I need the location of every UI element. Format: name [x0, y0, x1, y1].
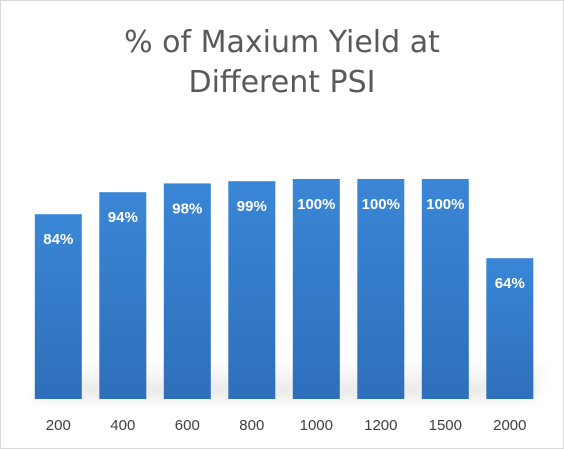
bar-1500: [421, 179, 469, 399]
data-label-800: 99%: [237, 198, 267, 215]
bars-group: [34, 179, 534, 399]
data-label-400: 94%: [108, 209, 138, 226]
x-tick-label-1200: 1200: [364, 417, 397, 434]
x-axis-ticks: 200 400 600 800 1000 1200 1500 2000: [46, 417, 527, 434]
data-labels-group: 84% 94% 98% 99% 100% 100% 100% 64%: [43, 196, 525, 292]
data-label-1500: 100%: [426, 196, 464, 213]
chart-title: % of Maxium Yield at Different PSI: [124, 25, 440, 100]
data-label-1200: 100%: [362, 196, 400, 213]
bar-1200: [357, 179, 405, 399]
x-tick-label-600: 600: [175, 417, 200, 434]
bar-200: [34, 214, 82, 399]
bar-600: [163, 183, 211, 399]
bar-2000: [486, 258, 534, 399]
bar-1000: [292, 179, 340, 399]
bar-800: [228, 181, 276, 399]
floor-shadow: [31, 361, 549, 399]
x-tick-label-2000: 2000: [493, 417, 526, 434]
x-tick-label-1500: 1500: [429, 417, 462, 434]
bar-400: [99, 192, 147, 399]
x-tick-label-1000: 1000: [300, 417, 333, 434]
data-label-600: 98%: [172, 200, 202, 217]
data-label-1000: 100%: [297, 196, 335, 213]
data-label-2000: 64%: [495, 275, 525, 292]
x-tick-label-800: 800: [239, 417, 264, 434]
x-tick-label-200: 200: [46, 417, 71, 434]
data-label-200: 84%: [43, 231, 73, 248]
x-tick-label-400: 400: [110, 417, 135, 434]
